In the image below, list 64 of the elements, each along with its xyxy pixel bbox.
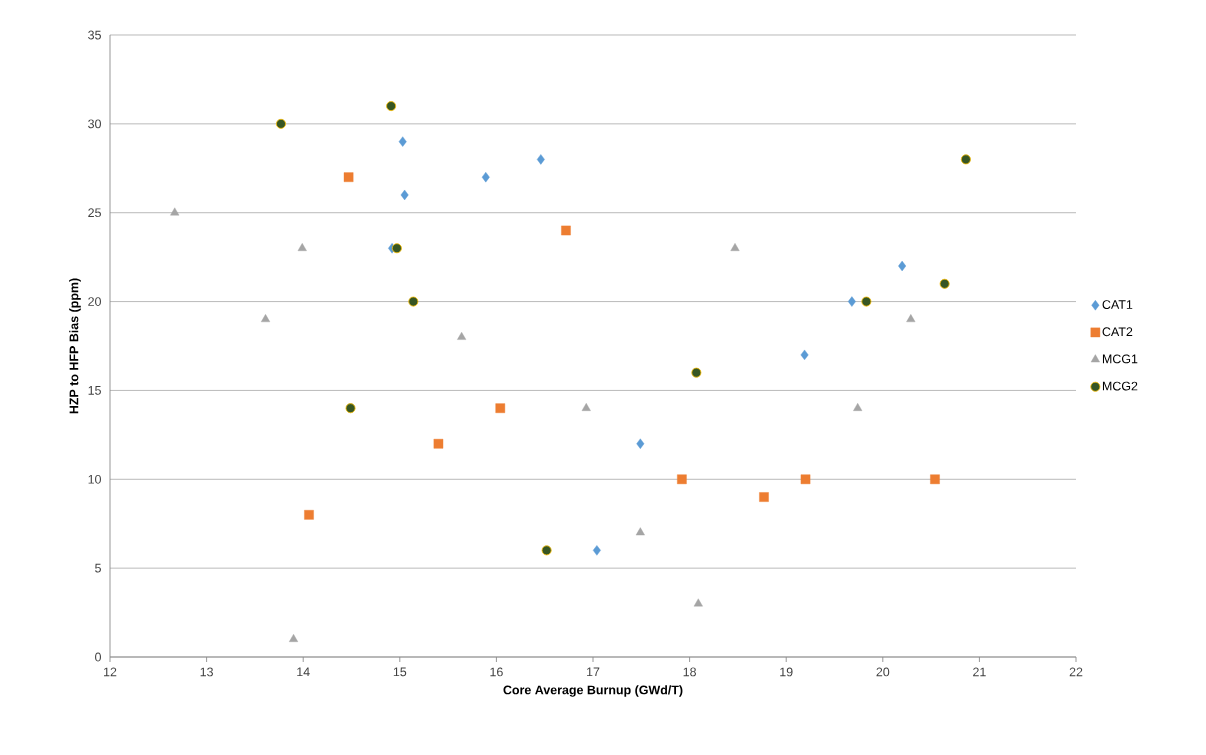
point [759,492,769,502]
point [939,278,950,289]
point [677,474,687,485]
x-tick-label: 20 [876,667,890,677]
point [536,154,545,165]
y-tick-label: 30 [88,119,101,129]
point [297,243,307,251]
point [592,545,601,556]
x-tick-label: 17 [587,667,600,677]
x-tick-label: 14 [297,667,310,677]
point [635,527,645,536]
legend-label: MCG2 [1102,381,1138,391]
point [691,367,702,378]
legend-label: CAT1 [1102,300,1133,309]
x-tick-label: 22 [1069,667,1083,677]
y-tick-label: 20 [88,297,101,306]
point [398,136,407,147]
y-tick-label: 0 [95,652,101,662]
point [304,510,314,520]
point [800,474,811,485]
point [386,101,397,112]
legend-label: CAT2 [1102,327,1133,337]
point [800,349,809,361]
point [495,403,506,413]
point [861,296,872,307]
y-tick-label: 10 [88,474,101,484]
y-tick-label: 35 [88,30,101,40]
point [898,260,907,272]
point [391,243,402,254]
point [400,189,409,201]
point [481,171,490,183]
point [906,314,916,323]
point [457,331,467,340]
point [693,598,703,607]
point [930,474,940,485]
point [581,403,591,411]
point [960,154,971,165]
y-tick-label: 15 [88,386,101,395]
x-tick-label: 13 [200,667,213,677]
x-tick-label: 12 [104,667,117,677]
x-tick-label: 18 [683,667,696,677]
y-axis-title: HZP to HFP Bias (ppm) [69,278,81,414]
legend-label: MCG1 [1102,354,1138,364]
y-tick-label: 5 [95,563,101,573]
x-tick-label: 16 [490,667,503,677]
point [289,634,299,642]
x-tick-label: 19 [780,667,793,677]
x-tick-label: 21 [973,667,986,677]
point [433,438,444,449]
point [847,296,856,307]
y-tick-label: 25 [88,208,101,218]
point [345,403,356,414]
point [343,172,354,182]
point [541,545,552,556]
point [170,207,180,216]
point [408,296,419,307]
point [276,118,286,129]
point [853,403,863,411]
point [561,225,571,236]
point [730,243,740,251]
x-tick-label: 15 [393,667,407,677]
point [261,314,271,323]
point [636,438,645,449]
x-axis-title: Core Average Burnup (GWd/T) [503,685,683,697]
